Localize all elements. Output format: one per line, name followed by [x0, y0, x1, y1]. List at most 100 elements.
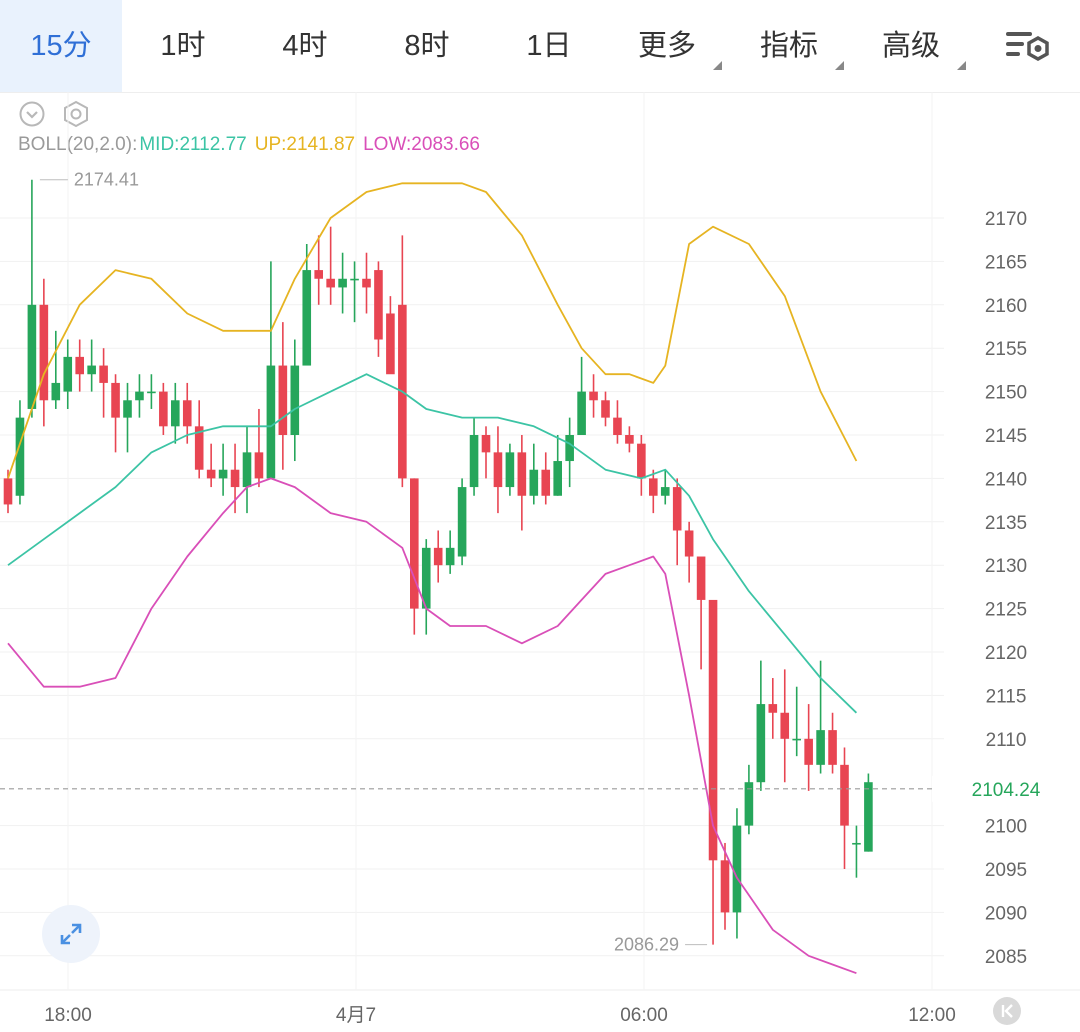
tab-15min[interactable]: 15分: [0, 0, 122, 92]
candle-body: [565, 435, 574, 462]
tab-8h[interactable]: 8时: [404, 30, 450, 62]
dropdown-corner-icon: [957, 61, 966, 70]
expand-icon: [60, 923, 82, 945]
candle-body: [123, 400, 132, 418]
candle-body: [374, 270, 383, 340]
candle-body: [362, 278, 371, 288]
candle-body: [433, 547, 443, 566]
candle-body: [39, 304, 49, 401]
candle-body: [3, 478, 13, 505]
candle-body: [660, 487, 670, 496]
collapse-button[interactable]: [18, 100, 46, 128]
candle-body: [828, 730, 837, 765]
candle-body: [553, 461, 562, 496]
candle-body: [350, 278, 359, 281]
candle-body: [816, 730, 825, 765]
candle-body: [314, 270, 323, 279]
candle-body: [696, 556, 706, 600]
candle-body: [505, 452, 515, 488]
candle-body: [445, 547, 455, 566]
settings-hex-icon: [64, 100, 88, 128]
y-tick-label: 2160: [985, 296, 1027, 317]
candle-body: [386, 313, 395, 375]
timeframe-tab-bar: 15分 1时 4时 8时 1日 更多 指标 高级: [0, 0, 1080, 93]
candle-body: [792, 738, 801, 741]
tab-4h[interactable]: 4时: [282, 30, 328, 62]
y-tick-label: 2085: [985, 947, 1027, 968]
candle-body: [15, 417, 25, 496]
candle-body: [577, 391, 586, 435]
candle-body: [780, 712, 790, 739]
candle-body: [421, 547, 431, 609]
candle-body: [601, 400, 610, 418]
y-tick-label: 2165: [985, 252, 1027, 273]
candle-body: [87, 365, 96, 375]
boll-legend: BOLL(20,2.0): MID:2112.77 UP:2141.87 LOW:20…: [18, 134, 488, 156]
y-tick-label: 2110: [986, 730, 1027, 751]
y-tick-label: 2145: [985, 426, 1027, 447]
candle-body: [206, 469, 216, 479]
candle-body: [111, 382, 120, 418]
candle-body: [517, 452, 527, 496]
candle-body: [529, 469, 539, 496]
x-tick-label: 18:00: [44, 1005, 92, 1026]
candle-body: [684, 530, 694, 557]
candle-body: [410, 478, 419, 609]
last-price-label: 2104.24: [972, 780, 1041, 801]
y-tick-label: 2140: [985, 469, 1027, 490]
scroll-to-latest-button[interactable]: [993, 997, 1021, 1025]
boll-name: BOLL(20,2.0):: [18, 134, 138, 155]
candle-body: [756, 704, 766, 783]
candle-body: [613, 417, 622, 435]
candle-body: [242, 452, 252, 488]
x-tick-label: 4月7: [336, 1005, 376, 1026]
candle-body: [720, 860, 730, 913]
chart-settings-button[interactable]: [1000, 24, 1056, 68]
y-tick-label: 2125: [985, 600, 1027, 621]
candle-body: [708, 599, 718, 861]
candle-body: [864, 782, 873, 852]
y-tick-label: 2120: [985, 643, 1027, 664]
tab-more[interactable]: 更多: [620, 0, 724, 92]
y-tick-label: 2155: [985, 339, 1027, 360]
boll-mid-line: [7, 373, 858, 714]
boll-mid-value: MID:2112.77: [139, 134, 247, 155]
candlestick-chart[interactable]: 2170 2165 2160 2155 2150 2145 2140 2135 2130 2125…: [0, 92, 1080, 1032]
candle-body: [649, 478, 658, 496]
boll-low-value: LOW:2083.66: [363, 134, 480, 155]
y-tick-label: 2115: [986, 686, 1027, 707]
boll-up-value: UP:2141.87: [254, 134, 356, 155]
candle-body: [589, 391, 598, 401]
candle-body: [493, 452, 503, 488]
candle-body: [732, 825, 742, 913]
candle-body: [302, 270, 312, 366]
tab-advanced[interactable]: 高级: [864, 0, 968, 92]
indicator-settings-button[interactable]: [62, 100, 90, 128]
candle-body: [99, 365, 108, 383]
candle-body: [338, 278, 347, 288]
candle-body: [159, 391, 168, 427]
high-marker-label: 2174.41: [74, 170, 139, 190]
candle-body: [171, 400, 180, 427]
y-tick-label: 2100: [985, 817, 1027, 838]
tab-1d[interactable]: 1日: [526, 30, 572, 62]
candle-body: [63, 356, 73, 392]
candle-body: [840, 764, 849, 826]
y-tick-label: 2170: [985, 209, 1027, 230]
tab-1h[interactable]: 1时: [160, 30, 206, 62]
candle-body: [326, 278, 335, 288]
candle-body: [278, 365, 288, 435]
boll-lower-line: [7, 477, 857, 975]
candle-body: [625, 435, 634, 444]
tab-indicators[interactable]: 指标: [742, 0, 846, 92]
collapse-icon: [19, 101, 45, 127]
candle-body: [135, 391, 144, 401]
candle-body: [804, 738, 813, 765]
y-tick-label: 2150: [985, 383, 1027, 404]
candle-body: [266, 365, 276, 479]
candle-body: [218, 469, 228, 479]
candle-body: [852, 842, 861, 845]
expand-button[interactable]: [42, 905, 100, 963]
candle-body: [194, 426, 204, 470]
candle-body: [290, 365, 300, 435]
